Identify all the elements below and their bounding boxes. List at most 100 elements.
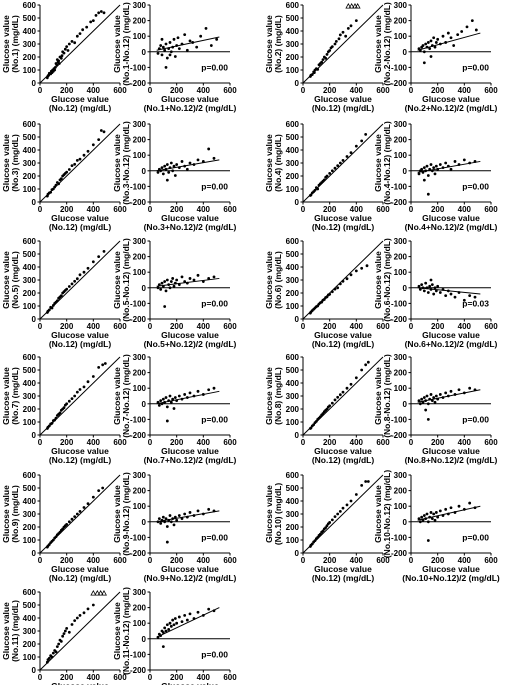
data-point: [175, 399, 179, 403]
data-point: [159, 634, 163, 638]
y-tick-label: -100: [391, 182, 408, 191]
data-point: [188, 39, 192, 43]
data-point: [196, 158, 200, 162]
data-point: [156, 286, 160, 290]
y-tick-label: 0: [403, 518, 408, 527]
data-point: [169, 161, 173, 165]
y-axis-subtitle: (No.7-No.12) (mg/dL): [121, 354, 131, 438]
data-point: [159, 399, 163, 403]
x-tick-label: 0: [38, 673, 43, 682]
y-tick-label: 400: [23, 497, 37, 506]
x-tick-label: 400: [87, 322, 101, 331]
data-point: [168, 286, 172, 290]
data-point: [192, 617, 196, 620]
y-tick-label: 300: [23, 159, 37, 168]
data-point: [422, 50, 426, 54]
y-tick-label: 600: [286, 353, 300, 362]
data-point: [160, 281, 164, 285]
data-point: [86, 502, 90, 505]
data-point: [429, 163, 433, 166]
data-point: [212, 275, 216, 279]
data-point: [446, 512, 450, 516]
data-point: [65, 45, 69, 48]
y-axis-subtitle: (No.6-No.12) (mg/dL): [382, 238, 392, 322]
y-tick-label: 300: [23, 276, 37, 285]
data-point: [177, 166, 181, 170]
data-point: [164, 629, 168, 633]
x-tick-label: 400: [350, 322, 364, 331]
data-point: [444, 294, 448, 297]
x-axis-subtitle: (No.12) (mg/dL): [312, 455, 374, 465]
data-point: [70, 517, 74, 521]
data-point: [428, 515, 432, 519]
data-point: [169, 50, 173, 54]
data-point: [346, 27, 350, 30]
data-point: [75, 616, 79, 620]
y-tick-label: 600: [286, 1, 300, 10]
data-point: [417, 284, 421, 288]
x-tick-label: 0: [148, 438, 153, 447]
x-tick-label: 200: [60, 86, 74, 95]
x-axis-title: Glucose value: [161, 446, 219, 456]
x-tick-label: 600: [376, 205, 390, 214]
data-point: [57, 642, 61, 646]
x-axis-title: Glucose value: [314, 213, 372, 223]
data-point: [314, 419, 318, 423]
data-point: [57, 59, 61, 63]
y-axis-title: Glucose value: [112, 15, 122, 73]
data-point: [172, 37, 176, 41]
data-point: [320, 300, 324, 304]
data-point: [75, 34, 79, 38]
data-point: [441, 287, 445, 291]
data-point: [420, 397, 424, 401]
data-point: [163, 48, 167, 52]
data-point: [91, 19, 95, 22]
y-tick-label: 0: [142, 518, 147, 527]
data-point: [167, 283, 171, 287]
data-point: [195, 45, 199, 49]
x-tick-label: 600: [113, 322, 127, 331]
y-tick-label: -200: [130, 79, 147, 88]
x-axis-title: Glucose value: [51, 564, 109, 574]
data-point: [438, 509, 442, 513]
x-tick-label: 600: [484, 556, 498, 565]
data-point: [434, 289, 438, 293]
y-axis-title: Glucose value: [112, 485, 122, 543]
x-tick-label: 0: [148, 673, 153, 682]
data-point: [420, 283, 424, 287]
y-tick-label: 200: [394, 369, 408, 378]
x-tick-label: 600: [223, 673, 237, 682]
x-tick-label: 400: [197, 86, 211, 95]
y-tick-label: -200: [391, 431, 408, 440]
y-tick-label: 200: [133, 136, 147, 145]
panel-s7: 0 200 400 600 0 100 200 300 400 500 600 Glucose val…: [1, 353, 127, 465]
data-point: [424, 42, 428, 46]
data-point: [55, 63, 59, 67]
x-tick-label: 0: [38, 438, 43, 447]
data-point: [325, 524, 329, 528]
data-point: [62, 406, 66, 410]
y-tick-label: 300: [133, 588, 147, 597]
data-point: [47, 308, 51, 312]
y-tick-label: 100: [23, 653, 37, 662]
y-tick-label: 200: [394, 136, 408, 145]
data-point: [65, 402, 69, 406]
data-point: [432, 396, 436, 399]
data-point: [366, 480, 370, 483]
y-axis-subtitle: (No.7) (mg/dL): [10, 367, 20, 425]
data-point: [324, 56, 328, 60]
y-tick-label: 100: [23, 418, 37, 427]
data-point: [167, 628, 171, 631]
x-axis-title: Glucose value: [314, 330, 372, 340]
x-tick-label: 600: [376, 438, 390, 447]
data-point: [101, 363, 105, 367]
data-point: [65, 523, 69, 526]
data-point: [78, 388, 82, 391]
x-axis-subtitle: (No.4+No.12)/2 (mg/dL): [405, 222, 498, 232]
data-point: [434, 41, 438, 44]
data-point: [316, 67, 320, 71]
data-point: [429, 55, 433, 58]
data-point: [453, 160, 457, 163]
